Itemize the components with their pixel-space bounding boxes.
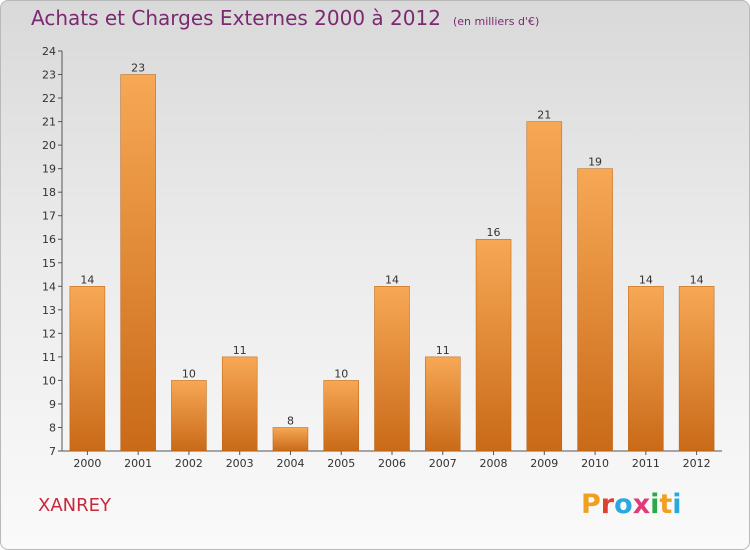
bar-2006 [374, 286, 410, 452]
y-tick-label: 24 [42, 45, 56, 58]
chart-title-text: Achats et Charges Externes 2000 à 2012 [31, 6, 441, 30]
bar-2000 [69, 286, 106, 452]
data-label-2004: 8 [287, 414, 294, 427]
data-label-2001: 23 [131, 62, 145, 75]
x-tick-label-2005: 2005 [327, 457, 355, 470]
data-label-2011: 14 [639, 273, 653, 286]
bar-2009 [526, 121, 563, 452]
bar-2005 [323, 380, 359, 452]
x-tick-label-2002: 2002 [175, 457, 203, 470]
town-name: XANREY [38, 495, 111, 516]
logo-letter: x [632, 489, 651, 520]
bar-2011 [628, 286, 664, 452]
chart-subtitle: (en milliers d'€) [452, 15, 540, 28]
bar-2002 [171, 380, 207, 452]
y-tick-label: 19 [42, 163, 56, 176]
y-tick-label: 15 [42, 257, 56, 270]
y-tick-label: 13 [42, 304, 56, 317]
logo-letter: P [581, 489, 601, 520]
data-label-2010: 19 [588, 156, 602, 169]
x-tick-label-2008: 2008 [480, 457, 508, 470]
y-tick-label: 18 [42, 186, 56, 199]
data-label-2002: 10 [182, 367, 196, 380]
logo-letter: t [659, 489, 673, 520]
data-label-2006: 14 [385, 273, 399, 286]
logo-letter: i [672, 489, 682, 520]
y-tick-label: 8 [49, 421, 56, 434]
x-tick-label-2001: 2001 [124, 457, 152, 470]
bar-2012 [678, 286, 715, 452]
x-tick-label-2009: 2009 [530, 457, 558, 470]
x-tick-label-2000: 2000 [73, 457, 101, 470]
data-label-2000: 14 [80, 273, 94, 286]
y-tick-label: 16 [42, 233, 56, 246]
bar-2008 [475, 238, 512, 452]
data-label-2012: 14 [690, 273, 704, 286]
bar-2001 [120, 74, 156, 452]
bar-2007 [425, 356, 461, 452]
chart-title: Achats et Charges Externes 2000 à 2012 (e… [31, 6, 539, 30]
x-tick-label-2004: 2004 [276, 457, 304, 470]
y-tick-label: 21 [42, 116, 56, 129]
y-tick-label: 9 [49, 398, 56, 411]
bar-2004 [272, 427, 309, 452]
logo-letter: r [600, 489, 615, 520]
y-tick-label: 11 [42, 351, 56, 364]
y-tick-label: 10 [42, 374, 56, 387]
data-label-2009: 21 [537, 109, 551, 122]
y-tick-label: 22 [42, 92, 56, 105]
x-tick-label-2007: 2007 [429, 457, 457, 470]
x-tick-label-2010: 2010 [581, 457, 609, 470]
x-tick-label-2006: 2006 [378, 457, 406, 470]
x-tick-label-2011: 2011 [632, 457, 660, 470]
x-tick-label-2012: 2012 [683, 457, 711, 470]
data-label-2007: 11 [436, 344, 450, 357]
y-tick-label: 14 [42, 280, 56, 293]
data-label-2005: 10 [334, 367, 348, 380]
proxiti-logo: Proxiti [581, 489, 682, 520]
y-tick-label: 23 [42, 69, 56, 82]
logo-letter: o [614, 489, 633, 520]
bar-2003 [221, 356, 258, 452]
y-tick-label: 7 [49, 445, 56, 458]
data-label-2003: 11 [233, 344, 247, 357]
x-tick-label-2003: 2003 [226, 457, 254, 470]
logo-letter: i [650, 489, 660, 520]
data-label-2008: 16 [487, 226, 501, 239]
y-tick-label: 17 [42, 210, 56, 223]
bar-2010 [577, 168, 613, 452]
y-tick-label: 12 [42, 327, 56, 340]
y-tick-label: 20 [42, 139, 56, 152]
